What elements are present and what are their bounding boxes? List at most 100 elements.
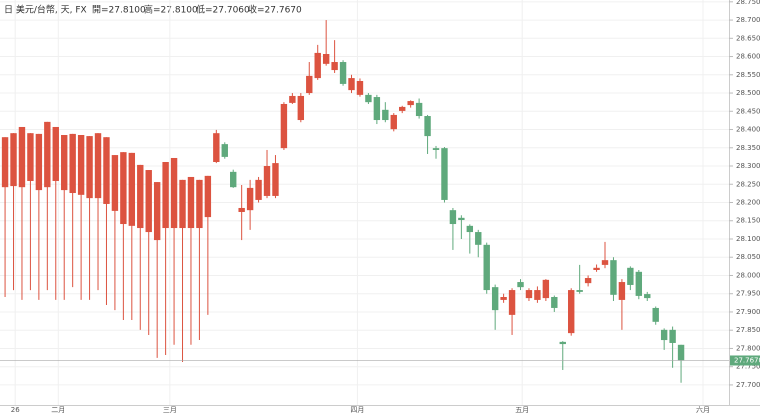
- candle-body: [94, 133, 102, 199]
- y-tick-label: 28.5000: [736, 89, 760, 97]
- high-info: 高=27.8100: [144, 4, 198, 16]
- candle-body: [111, 155, 119, 211]
- candle-body: [145, 170, 152, 233]
- candle-body: [534, 290, 541, 300]
- y-tick-label: 28.7000: [736, 16, 760, 24]
- candle-body: [635, 271, 643, 296]
- y-tick-label: 27.7500: [736, 363, 760, 371]
- y-tick-label: 28.2000: [736, 199, 760, 207]
- candle-body: [424, 116, 431, 137]
- y-tick-label: 28.0500: [736, 253, 760, 261]
- candle-body: [441, 148, 448, 200]
- candle-body: [238, 207, 245, 212]
- candle-body: [500, 297, 507, 300]
- candle-body: [44, 121, 51, 188]
- candle-body: [153, 182, 161, 241]
- candle-body: [365, 94, 372, 103]
- candle-body: [458, 217, 465, 221]
- close-info: 收=27.7670: [248, 4, 302, 16]
- candle-body: [280, 103, 288, 149]
- y-tick-label: 27.7000: [736, 381, 760, 389]
- candle-body: [551, 297, 558, 308]
- candle-body: [306, 75, 313, 94]
- candle-body: [263, 166, 271, 196]
- x-tick-label: 四月: [350, 406, 364, 414]
- candle-body: [204, 175, 212, 218]
- y-tick-label: 28.3000: [736, 162, 760, 170]
- y-tick-label: 27.9000: [736, 308, 760, 316]
- y-tick-label: 28.4500: [736, 107, 760, 115]
- candle-body: [669, 329, 676, 343]
- candle-body: [61, 135, 68, 191]
- y-tick-label: 27.8500: [736, 326, 760, 334]
- candle-body: [35, 133, 43, 191]
- candle-body: [610, 260, 617, 295]
- candle-body: [10, 133, 17, 187]
- candle-body: [331, 62, 338, 71]
- candle-body: [18, 126, 26, 188]
- y-tick-label: 28.3500: [736, 144, 760, 152]
- candle-body: [27, 133, 34, 181]
- candle-body: [120, 152, 127, 225]
- candle-body: [627, 267, 634, 285]
- candle-body: [677, 344, 685, 361]
- candle-body: [593, 267, 600, 270]
- x-tick-label: 三月: [163, 406, 177, 414]
- candle-body: [449, 210, 457, 225]
- last-price-box: [730, 355, 760, 366]
- x-tick-label: 二月: [51, 406, 65, 414]
- candle-body: [314, 52, 321, 79]
- x-tick-label: 26: [11, 406, 20, 414]
- candle-body: [289, 95, 296, 103]
- candle-body: [179, 179, 186, 229]
- candle-body: [618, 282, 626, 300]
- candle-body: [559, 341, 566, 345]
- candle-body: [196, 179, 203, 229]
- candle-body: [272, 163, 279, 196]
- candle-body: [432, 148, 440, 150]
- last-price-label: 27.7670: [734, 356, 760, 364]
- candle-body: [356, 81, 364, 95]
- candle-body: [373, 97, 381, 121]
- candle-body: [297, 95, 305, 121]
- candle-body: [52, 126, 59, 181]
- candle-body: [1, 137, 9, 188]
- candle-body: [162, 162, 169, 229]
- y-tick-label: 28.7500: [736, 0, 760, 6]
- candle-body: [652, 307, 659, 322]
- y-tick-label: 27.8000: [736, 344, 760, 352]
- y-tick-label: 27.9500: [736, 290, 760, 298]
- candle-body: [399, 106, 406, 111]
- candle-body: [86, 136, 93, 199]
- y-tick-label: 28.6000: [736, 53, 760, 61]
- candle-body: [137, 164, 144, 229]
- candle-body: [221, 144, 228, 157]
- candle-body: [77, 135, 85, 195]
- candle-body: [491, 287, 499, 311]
- y-tick-label: 28.2500: [736, 180, 760, 188]
- candle-body: [415, 102, 423, 117]
- candle-body: [103, 137, 110, 204]
- candle-body: [644, 294, 651, 299]
- candle-body: [230, 171, 237, 188]
- candle-body: [508, 290, 516, 315]
- candle-body: [322, 54, 330, 64]
- candle-body: [466, 225, 474, 233]
- candle-body: [568, 290, 575, 334]
- candle-body: [407, 101, 414, 106]
- candle-body: [213, 133, 220, 162]
- y-tick-label: 28.5500: [736, 71, 760, 79]
- candle-body: [584, 278, 592, 284]
- candle-body: [69, 133, 76, 194]
- candle-body: [483, 244, 490, 291]
- candle-body: [390, 114, 397, 130]
- symbol: 日 美元/台幣, 天, FX: [4, 4, 87, 16]
- candle-body: [382, 109, 389, 121]
- y-tick-label: 28.4000: [736, 126, 760, 134]
- y-tick-label: 28.0000: [736, 271, 760, 279]
- candle-body: [339, 62, 347, 84]
- candle-body: [542, 279, 550, 299]
- candle-body: [517, 282, 524, 288]
